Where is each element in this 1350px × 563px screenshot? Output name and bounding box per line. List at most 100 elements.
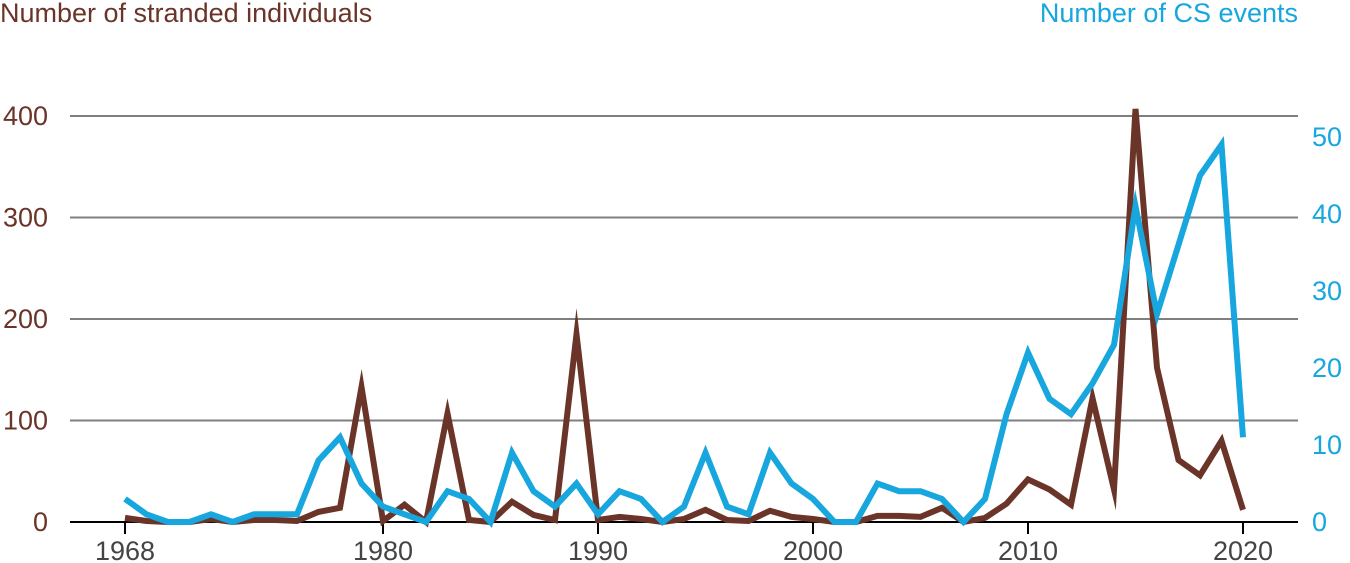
- cs-events-point-2018: [1197, 173, 1203, 179]
- y-right-tick-label-50: 50: [1312, 122, 1342, 152]
- y-right-tick-label-0: 0: [1312, 507, 1327, 537]
- cs-events-point-2017: [1176, 242, 1182, 248]
- cs-events-point-1999: [789, 481, 795, 487]
- stranded-point-1978: [337, 505, 343, 511]
- stranded-point-2008: [982, 515, 988, 521]
- cs-events-point-1974: [251, 511, 257, 517]
- cs-events-point-2020: [1240, 434, 1246, 440]
- cs-events-point-2015: [1133, 203, 1139, 209]
- x-tick-label-1980: 1980: [353, 536, 413, 563]
- cs-events-point-1983: [445, 488, 451, 494]
- cs-events-point-2005: [918, 488, 924, 494]
- y-right-tick-label-10: 10: [1312, 430, 1342, 460]
- cs-events-point-2000: [810, 496, 816, 502]
- cs-events-point-1982: [423, 519, 429, 525]
- x-tick-label-1990: 1990: [568, 536, 628, 563]
- stranded-point-1994: [681, 516, 687, 522]
- cs-events-point-2019: [1219, 142, 1225, 148]
- y-left-axis-title: Number of stranded individuals: [0, 0, 372, 28]
- cs-events-point-1975: [273, 511, 279, 517]
- cs-events-point-1988: [552, 504, 558, 510]
- y-left-tick-label-300: 300: [3, 203, 48, 233]
- stranded-point-1979: [359, 384, 365, 390]
- x-tick-label-2020: 2020: [1213, 536, 1273, 563]
- cs-events-point-1969: [144, 511, 150, 517]
- stranded-point-1989: [574, 331, 580, 337]
- cs-events-point-2012: [1068, 411, 1074, 417]
- stranded-point-2000: [810, 516, 816, 522]
- stranded-point-1991: [617, 514, 623, 520]
- series-line-cs-events: [123, 136, 1246, 528]
- stranded-point-1975: [273, 517, 279, 523]
- cs-events-point-1981: [402, 511, 408, 517]
- stranded-point-1986: [509, 499, 515, 505]
- y-right-tick-label-40: 40: [1312, 199, 1342, 229]
- cs-events-point-2003: [875, 481, 881, 487]
- cs-events-point-1998: [767, 450, 773, 456]
- stranded-point-2017: [1176, 457, 1182, 463]
- x-tick-label-2000: 2000: [783, 536, 843, 563]
- cs-events-point-1985: [488, 519, 494, 525]
- stranded-point-1995: [703, 507, 709, 513]
- stranded-point-2015: [1133, 106, 1139, 112]
- y-right-tick-label-30: 30: [1312, 276, 1342, 306]
- stranded-point-2009: [1004, 501, 1010, 507]
- cs-events-point-1970: [165, 519, 171, 525]
- stranded-point-2019: [1219, 438, 1225, 444]
- cs-events-point-2006: [939, 496, 945, 502]
- cs-events-point-1992: [638, 496, 644, 502]
- stranded-point-2013: [1090, 395, 1096, 401]
- stranded-point-2012: [1068, 502, 1074, 508]
- stranded-point-2011: [1047, 487, 1053, 493]
- x-tick-label-1968: 1968: [95, 536, 155, 563]
- cs-events-point-2007: [961, 519, 967, 525]
- stranded-point-1992: [638, 516, 644, 522]
- stranded-point-2006: [939, 505, 945, 511]
- stranded-point-2005: [918, 514, 924, 520]
- cs-events-point-2004: [896, 488, 902, 494]
- cs-events-point-1976: [294, 511, 300, 517]
- cs-events-point-2001: [832, 519, 838, 525]
- series-line-stranded-individuals: [124, 108, 1246, 528]
- cs-events-point-2016: [1154, 311, 1160, 317]
- cs-events-point-1968: [122, 496, 128, 502]
- cs-events-point-1977: [316, 457, 322, 463]
- stranded-point-2003: [875, 513, 881, 519]
- cs-events-point-2011: [1047, 396, 1053, 402]
- cs-events-point-1971: [187, 519, 193, 525]
- stranded-point-1998: [767, 508, 773, 514]
- x-tick-label-2010: 2010: [998, 536, 1058, 563]
- stranded-point-1977: [316, 509, 322, 515]
- cs-events-point-1987: [531, 488, 537, 494]
- stranded-point-2018: [1197, 472, 1203, 478]
- cs-events-point-1973: [230, 519, 236, 525]
- y-right-tick-label-20: 20: [1312, 353, 1342, 383]
- cs-events-point-1990: [595, 511, 601, 517]
- stranded-point-1980: [380, 518, 386, 524]
- cs-events-point-1972: [208, 511, 214, 517]
- stranded-point-1976: [294, 518, 300, 524]
- stranded-point-1968: [122, 515, 128, 521]
- cs-events-point-2008: [982, 496, 988, 502]
- y-left-tick-label-200: 200: [3, 304, 48, 334]
- stranded-point-2010: [1025, 476, 1031, 482]
- cs-events-point-1996: [724, 504, 730, 510]
- cs-events-point-1995: [703, 450, 709, 456]
- cs-events-point-2009: [1004, 411, 1010, 417]
- cs-events-point-1979: [359, 481, 365, 487]
- cs-events-point-1984: [466, 496, 472, 502]
- stranded-point-1983: [445, 410, 451, 416]
- stranded-point-1996: [724, 517, 730, 523]
- cs-events-point-2002: [853, 519, 859, 525]
- cs-events-point-1991: [617, 488, 623, 494]
- stranded-point-1981: [402, 502, 408, 508]
- cs-events-point-2013: [1090, 380, 1096, 386]
- stranded-point-2020: [1240, 507, 1246, 513]
- cs-events-point-1993: [660, 519, 666, 525]
- stranded-point-2016: [1154, 365, 1160, 371]
- cs-events-point-1980: [380, 504, 386, 510]
- stranded-point-1987: [531, 512, 537, 518]
- y-right-axis-title: Number of CS events: [1040, 0, 1298, 28]
